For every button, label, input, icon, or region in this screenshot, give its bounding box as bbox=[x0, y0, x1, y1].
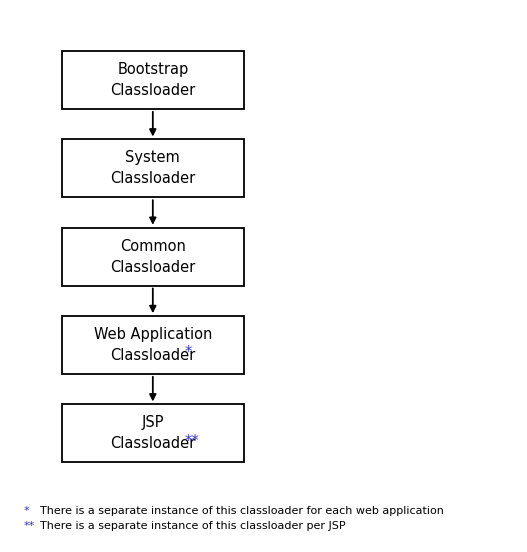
FancyBboxPatch shape bbox=[62, 51, 243, 109]
FancyBboxPatch shape bbox=[62, 140, 243, 198]
Text: JSP
Classloader: JSP Classloader bbox=[110, 415, 196, 452]
Text: Bootstrap
Classloader: Bootstrap Classloader bbox=[110, 62, 196, 98]
Text: There is a separate instance of this classloader per JSP: There is a separate instance of this cla… bbox=[40, 521, 345, 530]
FancyBboxPatch shape bbox=[62, 404, 243, 463]
Text: **: ** bbox=[184, 434, 199, 449]
Text: *: * bbox=[184, 346, 192, 360]
FancyBboxPatch shape bbox=[62, 227, 243, 286]
Text: There is a separate instance of this classloader for each web application: There is a separate instance of this cla… bbox=[40, 506, 443, 516]
Text: *: * bbox=[24, 506, 30, 516]
Text: **: ** bbox=[24, 521, 35, 530]
Text: Common
Classloader: Common Classloader bbox=[110, 238, 196, 275]
Text: Web Application
Classloader: Web Application Classloader bbox=[94, 327, 212, 363]
FancyBboxPatch shape bbox=[62, 316, 243, 374]
Text: System
Classloader: System Classloader bbox=[110, 150, 196, 187]
